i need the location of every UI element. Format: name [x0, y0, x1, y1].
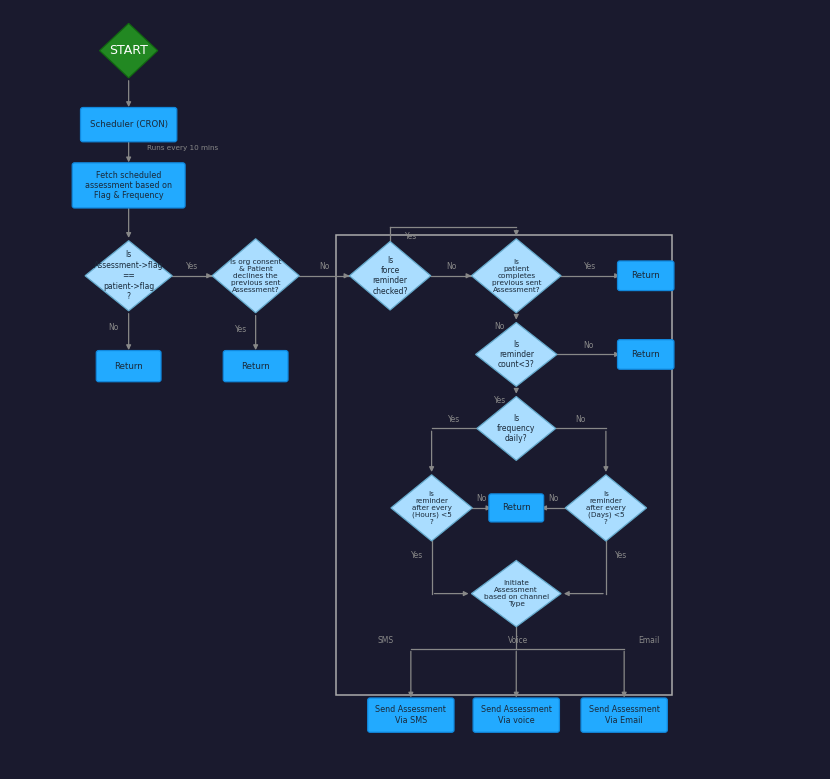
- Text: SMS: SMS: [378, 636, 394, 645]
- Text: Yes: Yes: [405, 232, 417, 241]
- Text: Send Assessment
Via SMS: Send Assessment Via SMS: [375, 706, 447, 724]
- Text: Is
frequency
daily?: Is frequency daily?: [497, 414, 535, 443]
- Text: Yes: Yes: [448, 414, 461, 424]
- Polygon shape: [476, 397, 556, 460]
- Text: Runs every 10 mins: Runs every 10 mins: [147, 145, 218, 150]
- Polygon shape: [471, 239, 561, 312]
- Text: Return: Return: [632, 271, 660, 280]
- FancyBboxPatch shape: [473, 698, 559, 732]
- FancyBboxPatch shape: [368, 698, 454, 732]
- Text: Yes: Yes: [186, 262, 198, 271]
- Text: No: No: [495, 323, 505, 331]
- Text: No: No: [476, 494, 487, 503]
- Text: No: No: [548, 494, 559, 503]
- Polygon shape: [565, 475, 647, 541]
- FancyBboxPatch shape: [81, 108, 177, 142]
- Text: Yes: Yes: [235, 326, 247, 334]
- Text: Fetch scheduled
assessment based on
Flag & Frequency: Fetch scheduled assessment based on Flag…: [85, 171, 172, 200]
- Polygon shape: [391, 475, 472, 541]
- Polygon shape: [349, 241, 431, 310]
- Text: Send Assessment
Via voice: Send Assessment Via voice: [481, 706, 552, 724]
- FancyBboxPatch shape: [618, 340, 674, 369]
- Text: Return: Return: [502, 503, 530, 513]
- Text: Scheduler (CRON): Scheduler (CRON): [90, 120, 168, 129]
- Text: No: No: [446, 262, 457, 271]
- Text: Is
force
reminder
checked?: Is force reminder checked?: [373, 256, 408, 296]
- Text: Initiate
Assessment
based on channel
Type: Initiate Assessment based on channel Typ…: [484, 580, 549, 607]
- Text: No: No: [583, 340, 593, 350]
- FancyBboxPatch shape: [489, 494, 544, 522]
- Text: Voice: Voice: [508, 636, 528, 645]
- Text: No: No: [319, 262, 330, 271]
- Text: Yes: Yes: [494, 396, 505, 405]
- Text: Yes: Yes: [411, 551, 422, 559]
- Text: Return: Return: [115, 361, 143, 371]
- Text: No: No: [576, 414, 586, 424]
- FancyBboxPatch shape: [96, 351, 161, 382]
- Text: Is org consent
& Patient
declines the
previous sent
Assessment?: Is org consent & Patient declines the pr…: [230, 259, 281, 293]
- Text: Return: Return: [632, 350, 660, 359]
- FancyBboxPatch shape: [72, 163, 185, 208]
- Polygon shape: [476, 323, 557, 386]
- Text: Is
reminder
after every
(Hours) <5
?: Is reminder after every (Hours) <5 ?: [412, 491, 452, 525]
- Bar: [336, 235, 672, 695]
- Text: Email: Email: [638, 636, 660, 645]
- Polygon shape: [100, 23, 158, 78]
- Text: Send Assessment
Via Email: Send Assessment Via Email: [588, 706, 660, 724]
- Text: Is
reminder
count<3?: Is reminder count<3?: [498, 340, 535, 369]
- Text: Yes: Yes: [615, 551, 627, 559]
- Text: Return: Return: [242, 361, 270, 371]
- Text: Is
Assessment->flag
==
patient->flag
?: Is Assessment->flag == patient->flag ?: [94, 251, 164, 301]
- FancyBboxPatch shape: [618, 261, 674, 291]
- Text: Yes: Yes: [584, 262, 597, 271]
- Text: Is
reminder
after every
(Days) <5
?: Is reminder after every (Days) <5 ?: [586, 491, 626, 525]
- Text: No: No: [109, 323, 119, 333]
- Text: Is
patient
completes
previous sent
Assessment?: Is patient completes previous sent Asses…: [491, 259, 541, 293]
- FancyBboxPatch shape: [581, 698, 667, 732]
- FancyBboxPatch shape: [223, 351, 288, 382]
- Polygon shape: [471, 561, 561, 626]
- Polygon shape: [212, 239, 299, 312]
- Polygon shape: [85, 241, 173, 311]
- Text: START: START: [110, 44, 148, 57]
